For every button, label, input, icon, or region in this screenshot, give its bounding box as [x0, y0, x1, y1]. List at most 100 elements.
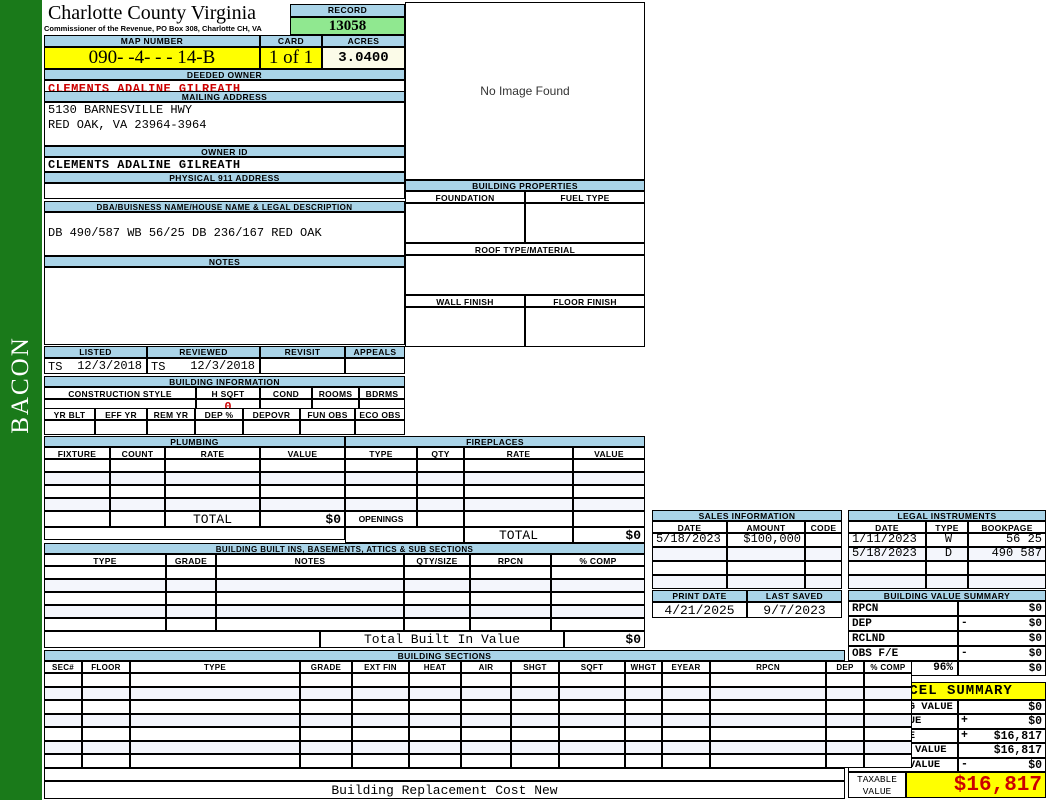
owner-id-label: OWNER ID	[44, 146, 405, 157]
fireplaces-openings-value	[573, 511, 645, 527]
building-sections-cell	[662, 686, 710, 700]
building-sections-cell	[130, 713, 300, 727]
plumbing-cell	[44, 472, 110, 485]
parcel-row-operator: +	[961, 728, 968, 742]
bvs-row-label: DEP	[848, 616, 958, 631]
plumbing-total-spacer2	[110, 511, 165, 527]
building-sections-cell	[409, 740, 461, 754]
building-sections-col-7: SHGT	[511, 661, 559, 673]
no-image-message: No Image Found	[480, 84, 570, 98]
built-ins-cell	[404, 605, 470, 618]
legal-instrument-cell	[848, 561, 926, 575]
wall-finish-label: WALL FINISH	[405, 295, 525, 307]
replacement-cost-label: Building Replacement Cost New	[44, 781, 845, 799]
sales-cell	[652, 561, 727, 575]
plumbing-col-fixture: FIXTURE	[44, 447, 110, 459]
building-sections-cell	[826, 754, 864, 768]
taxable-value-label-line2: VALUE	[862, 786, 892, 797]
floor-finish-value	[525, 307, 645, 347]
plumbing-cell	[260, 498, 345, 511]
building-sections-cell	[461, 700, 511, 714]
building-sections-cell	[710, 754, 826, 768]
fun-obs-value	[300, 420, 355, 435]
fireplaces-col-qty: QTY	[417, 447, 464, 459]
building-sections-cell	[461, 740, 511, 754]
built-ins-cell	[470, 579, 551, 592]
built-ins-total-value: $0	[564, 631, 645, 648]
listed-by: TS	[44, 358, 147, 374]
bvs-row-operator: -	[961, 617, 968, 629]
reviewed-label: REVIEWED	[147, 346, 260, 358]
building-sections-cell	[130, 700, 300, 714]
card-value: 1 of 1	[260, 47, 322, 69]
roof-type-label: ROOF TYPE/MATERIAL	[405, 243, 645, 255]
eff-yr-value	[95, 420, 147, 435]
bvs-row-value: $0	[958, 661, 1046, 676]
building-sections-cell	[44, 700, 82, 714]
plumbing-cell	[110, 498, 165, 511]
plumbing-cell	[110, 472, 165, 485]
map-number-value: 090- -4- - - 14-B	[44, 47, 260, 69]
fireplaces-cell	[345, 485, 417, 498]
appeals-label: APPEALS	[345, 346, 405, 358]
cond-label: COND	[260, 387, 312, 399]
eco-obs-value	[355, 420, 405, 435]
page-title: Charlotte County Virginia	[47, 2, 257, 24]
card-label: CARD	[260, 35, 322, 47]
building-sections-cell	[82, 727, 130, 741]
building-sections-cell	[44, 686, 82, 700]
building-sections-cell	[511, 673, 559, 687]
built-ins-cell	[44, 566, 166, 579]
building-sections-col-1: FLOOR	[82, 661, 130, 673]
building-sections-cell	[826, 727, 864, 741]
building-properties-label: BUILDING PROPERTIES	[405, 180, 645, 191]
building-sections-col-4: EXT FIN	[352, 661, 409, 673]
sales-cell	[727, 561, 805, 575]
building-sections-cell	[130, 673, 300, 687]
building-sections-cell	[559, 673, 625, 687]
physical-address-value	[44, 183, 405, 199]
building-sections-cell	[625, 700, 662, 714]
building-sections-cell	[409, 700, 461, 714]
building-sections-cell	[826, 740, 864, 754]
building-sections-cell	[461, 713, 511, 727]
built-ins-cell	[551, 605, 645, 618]
building-sections-cell	[82, 740, 130, 754]
building-sections-cell	[300, 727, 352, 741]
plumbing-label: PLUMBING	[44, 436, 345, 447]
building-sections-cell	[44, 673, 82, 687]
listed-date: 12/3/2018	[77, 359, 142, 373]
fireplaces-cell	[573, 498, 645, 511]
revisit-value	[260, 358, 345, 374]
building-sections-cell	[300, 754, 352, 768]
page-subtitle: Commissioner of the Revenue, PO Box 308,…	[44, 24, 262, 33]
legal-instrument-cell: 5/18/2023	[848, 547, 926, 561]
depovr-label: DEPOVR	[243, 408, 300, 420]
building-sections-cell	[826, 700, 864, 714]
built-ins-cell	[551, 592, 645, 605]
legal-col-bookpage: BOOKPAGE	[968, 521, 1046, 533]
sales-cell: 5/18/2023	[652, 533, 727, 547]
built-ins-cell	[216, 579, 404, 592]
fun-obs-label: FUN OBS	[300, 408, 355, 420]
bvs-row-value: $0	[958, 631, 1046, 646]
building-sections-cell	[662, 754, 710, 768]
dep-pct-value	[195, 420, 243, 435]
building-sections-cell	[44, 727, 82, 741]
building-sections-cell	[625, 686, 662, 700]
building-sections-cell	[826, 673, 864, 687]
legal-instrument-cell	[968, 561, 1046, 575]
building-sections-col-13: % COMP	[864, 661, 912, 673]
built-ins-cell	[166, 566, 216, 579]
built-ins-col-grade: GRADE	[166, 554, 216, 566]
plumbing-total-label: TOTAL	[165, 511, 260, 527]
building-sections-cell	[352, 740, 409, 754]
building-sections-cell	[864, 700, 912, 714]
sales-cell	[805, 533, 842, 547]
building-sections-cell	[710, 713, 826, 727]
rem-yr-value	[147, 420, 195, 435]
building-sections-cell	[864, 740, 912, 754]
building-sections-cell	[662, 700, 710, 714]
sales-cell	[652, 575, 727, 589]
